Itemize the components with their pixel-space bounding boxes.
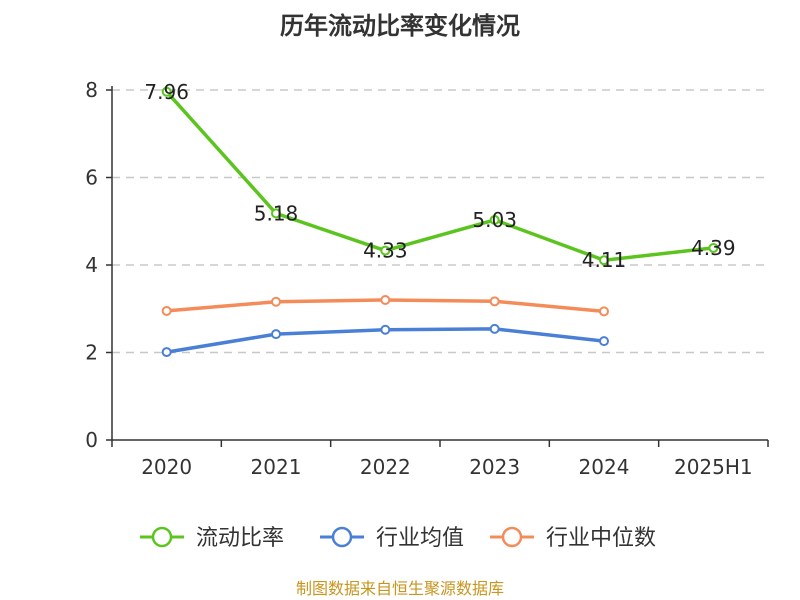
data-point: [708, 242, 719, 253]
y-tick-label: 0: [85, 428, 98, 452]
data-point: [489, 214, 500, 225]
data-point: [599, 306, 609, 317]
grid-lines: [112, 89, 768, 354]
legend-item-0: 流动比率: [140, 526, 284, 551]
series-line-0: [165, 90, 714, 262]
chart-title: 历年流动比率变化情况: [280, 12, 520, 40]
x-tick-label: 2025H1: [674, 455, 753, 479]
data-label: 4.39: [691, 236, 736, 260]
legend-item-1: 行业均值: [320, 526, 464, 551]
x-tick-label: 2022: [360, 455, 411, 479]
x-tick-label: 2023: [469, 455, 520, 479]
data-label: 5.03: [472, 208, 517, 232]
legend-marker: [151, 526, 173, 548]
data-label: 5.18: [254, 201, 299, 225]
data-point: [161, 305, 172, 316]
y-tick-label: 8: [85, 78, 98, 102]
data-point: [489, 323, 500, 334]
legend-item-2: 行业中位数: [490, 526, 656, 551]
legend-marker: [501, 526, 523, 548]
x-tick-label: 2024: [579, 455, 630, 479]
data-point: [161, 347, 172, 358]
data-label: 7.96: [144, 80, 189, 104]
data-label: 4.33: [363, 239, 408, 263]
data-label: 4.11: [582, 248, 627, 272]
legend-label: 行业均值: [376, 526, 464, 551]
legend-label: 行业中位数: [546, 526, 656, 551]
data-point: [380, 324, 391, 335]
legend-marker: [331, 526, 353, 548]
y-tick-label: 2: [85, 341, 98, 365]
x-tick-label: 2021: [251, 455, 302, 479]
data-point: [380, 295, 391, 305]
data-point: [161, 86, 172, 97]
legend: 流动比率 行业均值 行业中位数: [140, 526, 656, 551]
data-point: [489, 296, 500, 307]
x-tick-label: 2020: [141, 455, 192, 479]
data-labels: 7.96 5.18 4.33 5.03 4.11 4.39: [144, 80, 735, 272]
y-tick-label: 4: [85, 253, 98, 277]
legend-label: 流动比率: [196, 526, 284, 551]
data-point: [599, 336, 609, 347]
series-lines: [161, 86, 719, 358]
data-point: [599, 255, 609, 266]
data-point: [271, 208, 281, 219]
data-point: [380, 245, 391, 256]
y-tick-label: 6: [85, 166, 98, 190]
data-point: [271, 329, 281, 340]
axes: 0 2 4 6 8 2020 2021 2022 2023 2024 2025H1: [85, 78, 769, 479]
data-point: [271, 296, 281, 307]
source-note: 制图数据来自恒生聚源数据库: [296, 579, 504, 598]
